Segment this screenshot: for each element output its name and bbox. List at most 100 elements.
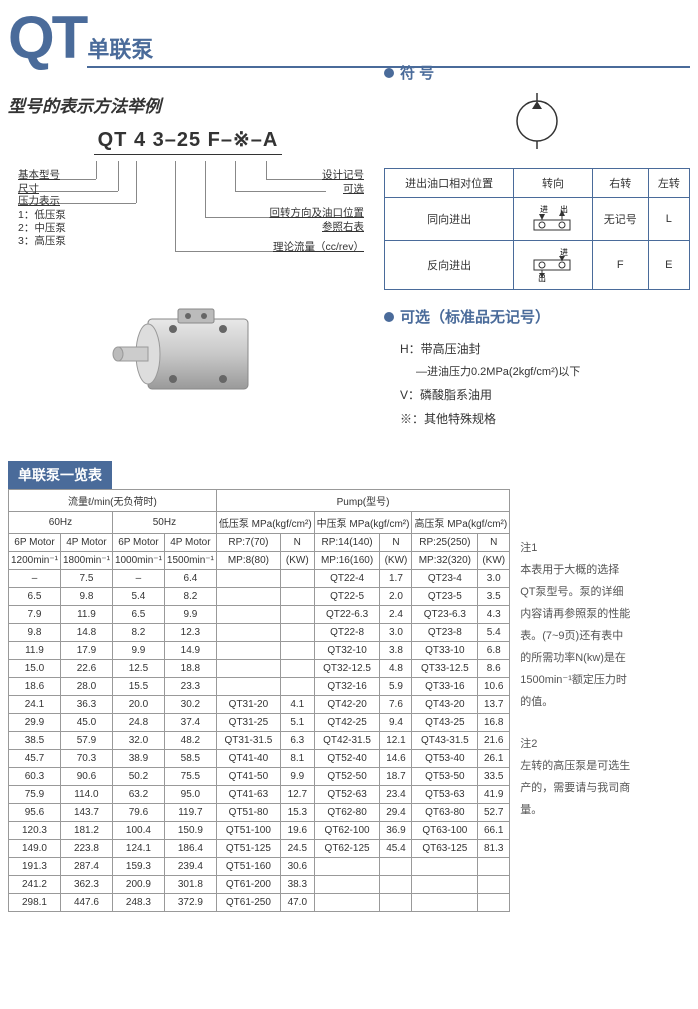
list-title: 单联泵一览表 bbox=[8, 461, 112, 489]
h-low: 低压泵 MPa(kgf/cm²) bbox=[216, 512, 314, 534]
table-cell: QT33-10 bbox=[412, 642, 478, 660]
table-cell: QT23-5 bbox=[412, 588, 478, 606]
table-cell: 38.3 bbox=[280, 876, 314, 894]
table-cell: 14.6 bbox=[380, 750, 412, 768]
table-cell: 23.3 bbox=[164, 678, 216, 696]
table-cell: 14.9 bbox=[164, 642, 216, 660]
table-cell: 63.2 bbox=[112, 786, 164, 804]
pump-symbol-icon bbox=[384, 91, 690, 154]
table-cell: 5.9 bbox=[380, 678, 412, 696]
label-base: 基本型号 bbox=[18, 169, 60, 183]
h-pump: Pump(型号) bbox=[216, 490, 509, 512]
table-cell: 4.3 bbox=[478, 606, 510, 624]
table-cell: 9.8 bbox=[60, 588, 112, 606]
label-dir1: 回转方向及油口位置 bbox=[270, 207, 365, 221]
table-cell: 48.2 bbox=[164, 732, 216, 750]
table-cell: 150.9 bbox=[164, 822, 216, 840]
h-rp25: RP:25(250) bbox=[412, 534, 478, 552]
table-cell: QT51-160 bbox=[216, 858, 280, 876]
label-dir2: 参照右表 bbox=[322, 221, 364, 235]
table-cell: 1.7 bbox=[380, 570, 412, 588]
table-cell: 120.3 bbox=[9, 822, 61, 840]
table-cell: 29.9 bbox=[9, 714, 61, 732]
table-cell: 11.9 bbox=[9, 642, 61, 660]
table-cell bbox=[478, 858, 510, 876]
label-p1: 1：低压泵 bbox=[18, 209, 66, 223]
table-cell: 301.8 bbox=[164, 876, 216, 894]
label-press: 压力表示 bbox=[18, 195, 60, 209]
h-n-1: N bbox=[280, 534, 314, 552]
table-row: –7.5–6.4QT22-41.7QT23-43.0 bbox=[9, 570, 510, 588]
h-6p-b: 6P Motor bbox=[112, 534, 164, 552]
table-row: 120.3181.2100.4150.9QT51-10019.6QT62-100… bbox=[9, 822, 510, 840]
table-cell: 26.1 bbox=[478, 750, 510, 768]
table-cell: 241.2 bbox=[9, 876, 61, 894]
table-cell: 95.6 bbox=[9, 804, 61, 822]
table-cell: 7.5 bbox=[60, 570, 112, 588]
table-cell: QT31-25 bbox=[216, 714, 280, 732]
table-cell: QT32-16 bbox=[314, 678, 380, 696]
table-cell: 45.7 bbox=[9, 750, 61, 768]
table-cell: 36.3 bbox=[60, 696, 112, 714]
dir-same-icon: 进出 bbox=[514, 198, 593, 241]
table-cell: 100.4 bbox=[112, 822, 164, 840]
table-row: 9.814.88.212.3QT22-83.0QT23-85.4 bbox=[9, 624, 510, 642]
table-cell: 15.5 bbox=[112, 678, 164, 696]
table-cell: 30.2 bbox=[164, 696, 216, 714]
h-mp32: MP:32(320) bbox=[412, 552, 478, 570]
table-row: 149.0223.8124.1186.4QT51-12524.5QT62-125… bbox=[9, 840, 510, 858]
table-cell: QT52-50 bbox=[314, 768, 380, 786]
table-cell: 36.9 bbox=[380, 822, 412, 840]
h-1200: 1200min⁻¹ bbox=[9, 552, 61, 570]
h-4p-a: 4P Motor bbox=[60, 534, 112, 552]
table-cell: 10.6 bbox=[478, 678, 510, 696]
table-cell: 57.9 bbox=[60, 732, 112, 750]
table-cell: 5.4 bbox=[478, 624, 510, 642]
table-cell: QT51-100 bbox=[216, 822, 280, 840]
table-cell bbox=[478, 876, 510, 894]
table-cell: 8.6 bbox=[478, 660, 510, 678]
table-cell: 18.7 bbox=[380, 768, 412, 786]
svg-text:进: 进 bbox=[560, 248, 568, 257]
table-cell: 191.3 bbox=[9, 858, 61, 876]
table-cell: QT51-80 bbox=[216, 804, 280, 822]
table-cell bbox=[412, 894, 478, 912]
table-cell bbox=[314, 894, 380, 912]
table-cell: QT52-40 bbox=[314, 750, 380, 768]
table-row: 60.390.650.275.5QT41-509.9QT52-5018.7QT5… bbox=[9, 768, 510, 786]
table-cell: 70.3 bbox=[60, 750, 112, 768]
table-cell: 3.0 bbox=[380, 624, 412, 642]
table-cell bbox=[216, 606, 280, 624]
table-cell: 18.8 bbox=[164, 660, 216, 678]
table-cell: 16.8 bbox=[478, 714, 510, 732]
note2-body: 左转的高压泵是可选生产的，需要请与我司商量。 bbox=[520, 755, 630, 821]
table-cell: 38.5 bbox=[9, 732, 61, 750]
table-cell bbox=[280, 606, 314, 624]
table-cell: 7.6 bbox=[380, 696, 412, 714]
table-cell: 32.0 bbox=[112, 732, 164, 750]
table-cell: 6.4 bbox=[164, 570, 216, 588]
pump-image bbox=[8, 299, 368, 412]
table-cell: 9.8 bbox=[9, 624, 61, 642]
dir-opp-icon: 进 出 bbox=[514, 241, 593, 290]
table-cell: 9.9 bbox=[280, 768, 314, 786]
h-mp16: MP:16(160) bbox=[314, 552, 380, 570]
h-6p-a: 6P Motor bbox=[9, 534, 61, 552]
table-cell: 81.3 bbox=[478, 840, 510, 858]
table-cell: 4.1 bbox=[280, 696, 314, 714]
h-n-3: N bbox=[478, 534, 510, 552]
table-cell: QT23-4 bbox=[412, 570, 478, 588]
table-cell: QT63-125 bbox=[412, 840, 478, 858]
table-cell bbox=[280, 678, 314, 696]
table-cell bbox=[412, 858, 478, 876]
table-cell: QT22-4 bbox=[314, 570, 380, 588]
table-row: 45.770.338.958.5QT41-408.1QT52-4014.6QT5… bbox=[9, 750, 510, 768]
right-column: 符 号 进出油口相对位置 转向 右转 左转 同向进出 进出 bbox=[384, 62, 690, 431]
table-cell: 33.5 bbox=[478, 768, 510, 786]
table-cell: 181.2 bbox=[60, 822, 112, 840]
table-cell: QT41-40 bbox=[216, 750, 280, 768]
h-4p-b: 4P Motor bbox=[164, 534, 216, 552]
note1-title: 注1 bbox=[520, 537, 630, 559]
table-cell: – bbox=[112, 570, 164, 588]
table-cell: QT63-80 bbox=[412, 804, 478, 822]
